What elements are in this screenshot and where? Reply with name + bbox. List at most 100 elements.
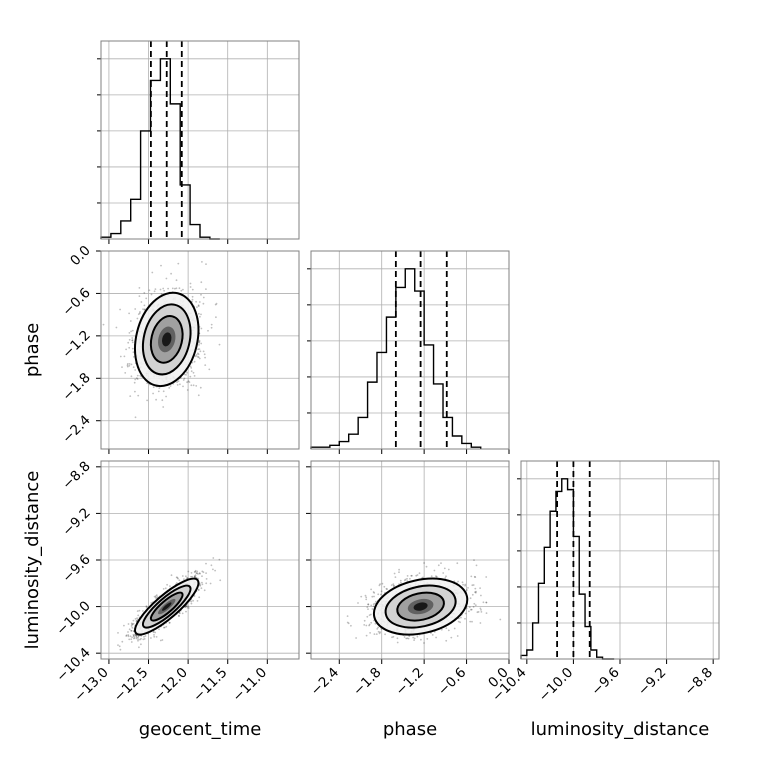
sample-point [198, 348, 201, 350]
sample-point [182, 379, 185, 381]
sample-point [350, 624, 352, 627]
sample-point [469, 597, 472, 600]
sample-point [177, 262, 180, 265]
panel-frame [310, 460, 510, 660]
sample-point [137, 313, 140, 316]
sample-point [474, 576, 477, 578]
sample-point [190, 575, 192, 578]
sample-point [197, 305, 200, 307]
y-tick-label: −9.2 [59, 505, 93, 539]
sample-point [115, 326, 118, 329]
sample-point [445, 627, 448, 630]
sample-point [154, 631, 157, 634]
sample-point [165, 625, 168, 628]
sample-point [198, 596, 201, 599]
sample-point [190, 600, 193, 603]
sample-point [131, 347, 134, 350]
sample-point [135, 620, 138, 623]
hist-panel-luminosity_distance: −10.4 −10.0 −9.6 −9.2 −8.8 [489, 460, 720, 705]
y-axis-label-luminosity_distance: luminosity_distance [22, 471, 43, 650]
sample-point [132, 633, 135, 636]
sample-point [212, 557, 215, 559]
sample-point [464, 583, 467, 586]
sample-point [139, 374, 142, 377]
sample-point [197, 304, 200, 307]
sample-point [131, 623, 134, 625]
sample-point [468, 606, 471, 609]
sample-point [153, 595, 156, 598]
sample-point [146, 399, 149, 402]
sample-point [386, 588, 388, 590]
sample-point [193, 575, 196, 578]
sample-point [418, 572, 421, 575]
sample-point [212, 568, 214, 571]
contour-line [141, 303, 192, 376]
sample-point [136, 610, 139, 612]
sample-point [126, 363, 129, 365]
sample-point [404, 578, 407, 581]
sample-point [195, 385, 198, 387]
sample-point [197, 353, 200, 356]
sample-point [170, 272, 173, 275]
sample-point [121, 640, 124, 643]
sample-point [154, 596, 157, 599]
sample-point [203, 353, 206, 356]
sample-point [165, 395, 168, 398]
sample-point [379, 583, 381, 585]
sample-point [191, 288, 194, 291]
contour-line [141, 584, 192, 629]
sample-point [178, 615, 180, 617]
x-tick-label: −9.6 [588, 665, 622, 699]
panel-frame [100, 460, 300, 660]
sample-point [137, 639, 139, 642]
sample-point [209, 582, 212, 585]
sample-point [135, 634, 138, 637]
sample-point [165, 277, 168, 280]
sample-point [499, 618, 502, 621]
sample-point [181, 575, 184, 577]
sample-point [373, 592, 376, 594]
sample-point [176, 576, 179, 579]
sample-point [134, 378, 137, 381]
sample-point [406, 577, 408, 580]
sample-point [132, 622, 135, 625]
sample-point [199, 583, 201, 586]
sample-point [136, 617, 139, 620]
sample-point [396, 641, 399, 644]
sample-point [471, 593, 474, 596]
sample-point [179, 383, 181, 386]
sample-point [196, 572, 198, 574]
sample-point [153, 290, 156, 293]
sample-point [474, 591, 477, 594]
sample-point [134, 634, 137, 637]
sample-point [170, 574, 173, 577]
sample-point [198, 340, 201, 343]
sample-point [198, 344, 200, 346]
x-tick-label: −12.5 [111, 665, 152, 706]
sample-point [363, 624, 366, 626]
sample-point [176, 384, 179, 386]
sample-point [187, 570, 190, 573]
sample-point [167, 287, 170, 290]
joint-content [117, 557, 222, 651]
sample-point [201, 261, 203, 263]
sample-point [392, 635, 395, 638]
sample-point [201, 570, 204, 573]
sample-point [128, 346, 131, 349]
sample-point [440, 562, 442, 564]
sample-point [196, 570, 199, 573]
density-level [161, 332, 172, 347]
sample-point [137, 638, 140, 641]
sample-point [196, 355, 199, 358]
sample-point [128, 363, 131, 365]
sample-point [394, 576, 397, 578]
x-tick-label: −2.4 [308, 665, 342, 699]
sample-point [185, 605, 188, 607]
sample-point [479, 587, 481, 589]
sample-point [137, 635, 140, 638]
sample-point [197, 394, 200, 397]
sample-point [138, 287, 141, 289]
sample-point [447, 629, 450, 632]
sample-point [143, 304, 146, 307]
sample-point [135, 377, 138, 380]
